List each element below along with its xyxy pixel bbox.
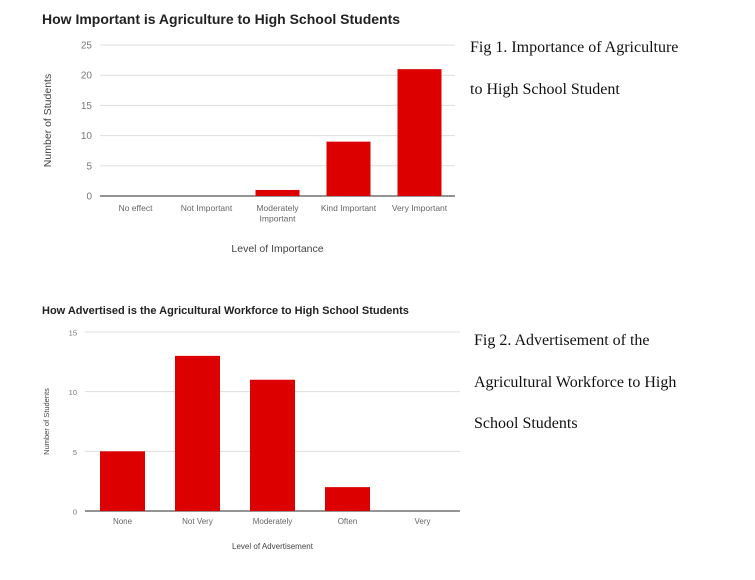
bar xyxy=(255,189,300,196)
bar xyxy=(250,379,295,511)
chart-2: How Advertised is the Agricultural Workf… xyxy=(42,305,460,551)
caption-fig2-line-3: School Students xyxy=(474,415,578,432)
x-axis-title: Level of Advertisement xyxy=(232,542,314,551)
chart-1: How Important is Agriculture to High Sch… xyxy=(42,11,455,255)
bar xyxy=(397,69,442,196)
y-tick-label: 0 xyxy=(73,508,77,517)
bar xyxy=(325,487,370,511)
x-tick-label: No effect xyxy=(119,203,154,213)
x-tick-label: Very xyxy=(414,517,430,526)
x-tick-label: Moderately Important xyxy=(256,203,299,224)
caption-fig1-line-1: Fig 1. Importance of Agriculture xyxy=(470,39,679,56)
x-tick-label: Very Important xyxy=(392,203,448,213)
x-tick-label: None xyxy=(113,517,133,526)
x-axis-title: Level of Importance xyxy=(231,243,323,255)
y-tick-label: 15 xyxy=(81,101,93,112)
y-tick-label: 20 xyxy=(81,71,93,82)
caption-fig2-line-1: Fig 2. Advertisement of the xyxy=(474,332,650,349)
x-tick-label: Not Important xyxy=(181,203,233,213)
bar xyxy=(100,451,145,511)
caption-fig2-line-2: Agricultural Workforce to High xyxy=(474,374,677,391)
y-tick-label: 25 xyxy=(81,41,93,52)
x-tick-label: Kind Important xyxy=(321,203,377,213)
y-axis-title: Number of Students xyxy=(42,388,51,455)
chart-title: How Important is Agriculture to High Sch… xyxy=(42,11,400,27)
caption-fig1-line-2: to High School Student xyxy=(470,81,620,98)
x-tick-label: Not Very xyxy=(182,517,213,526)
y-tick-label: 10 xyxy=(81,131,93,142)
bar xyxy=(175,355,220,511)
chart-title: How Advertised is the Agricultural Workf… xyxy=(42,305,409,317)
y-tick-label: 5 xyxy=(73,448,77,457)
y-axis-title: Number of Students xyxy=(42,74,54,167)
x-tick-label: Moderately xyxy=(253,517,293,526)
x-tick-label: Often xyxy=(338,517,358,526)
bar xyxy=(326,141,371,196)
y-tick-label: 15 xyxy=(69,329,77,338)
y-tick-label: 0 xyxy=(86,192,92,203)
y-tick-label: 5 xyxy=(86,161,92,172)
y-tick-label: 10 xyxy=(69,388,77,397)
